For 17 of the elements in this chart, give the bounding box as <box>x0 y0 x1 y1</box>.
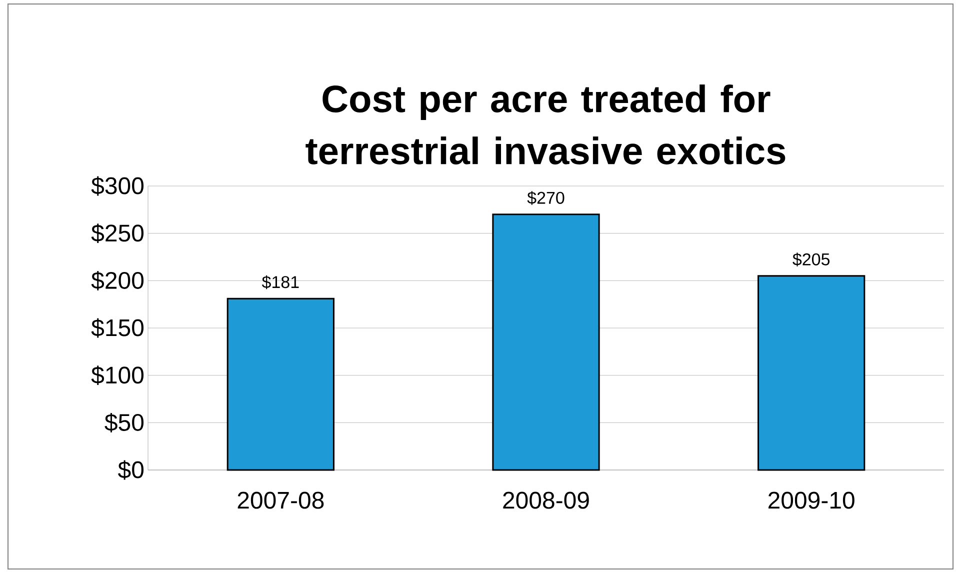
y-tick-label: $150 <box>91 318 144 338</box>
data-label: $270 <box>527 191 564 205</box>
data-label: $205 <box>792 252 830 266</box>
x-tick-label: 2009-10 <box>768 492 854 509</box>
y-tick-label: $100 <box>91 366 144 386</box>
y-tick-label: $250 <box>91 224 144 244</box>
y-tick-label: $50 <box>104 412 144 432</box>
y-tick-label: $0 <box>118 460 144 480</box>
chart-title: Cost per acre treated for terrestrial invasive exotics <box>306 84 786 164</box>
x-tick-label: 2008-09 <box>503 492 589 509</box>
bar <box>758 275 866 471</box>
x-tick-label: 2007-08 <box>238 492 324 509</box>
y-tick-label: $200 <box>91 270 144 290</box>
bar <box>492 214 600 471</box>
y-tick-label: $300 <box>91 176 144 196</box>
bar <box>226 298 334 471</box>
data-label: $181 <box>262 275 299 290</box>
